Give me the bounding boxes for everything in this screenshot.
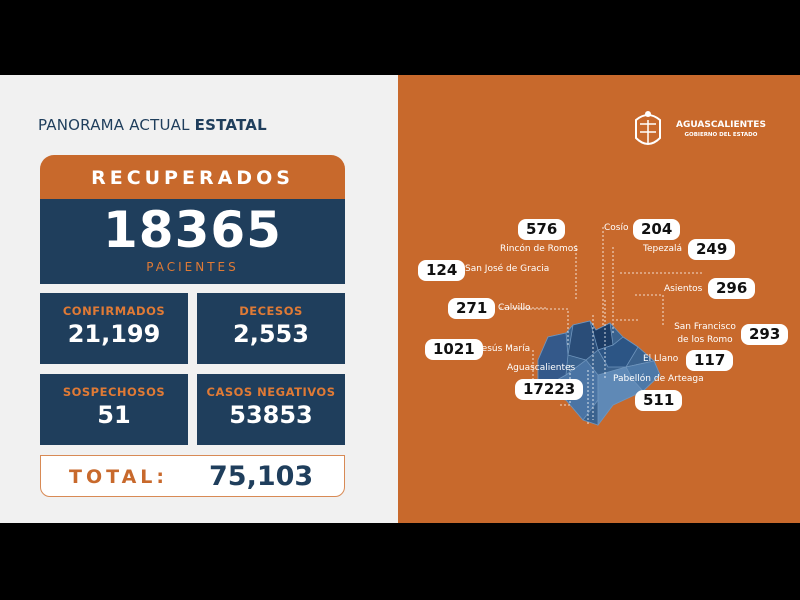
value-calvillo: 271: [448, 298, 496, 319]
value-aguascalientes: 17223: [515, 379, 584, 400]
total-box: TOTAL: 75,103: [40, 455, 345, 497]
value-san-jose-de-gracia: 124: [418, 260, 466, 281]
logo-text: AGUASCALIENTES GOBIERNO DEL ESTADO: [676, 120, 766, 138]
recuperados-label: RECUPERADOS: [40, 155, 345, 199]
value-cosio: 204: [633, 219, 681, 240]
value-asientos: 296: [708, 278, 756, 299]
value-jesus-maria: 1021: [425, 339, 483, 360]
negativos-card: CASOS NEGATIVOS 53853: [197, 374, 345, 445]
total-value: 75,103: [209, 461, 314, 492]
value-san-francisco-de-los-romo: 293: [741, 324, 789, 345]
decesos-card: DECESOS 2,553: [197, 293, 345, 364]
value-pabellon-de-arteaga: 511: [635, 390, 683, 411]
recuperados-value: 18365: [103, 201, 282, 259]
sospechosos-card: SOSPECHOSOS 51: [40, 374, 188, 445]
confirmados-card: CONFIRMADOS 21,199: [40, 293, 188, 364]
recuperados-box: 18365 PACIENTES: [40, 199, 345, 284]
total-label: TOTAL:: [69, 466, 169, 488]
value-el-llano: 117: [686, 350, 734, 371]
value-rincon-de-romos: 576: [518, 219, 566, 240]
page-title: PANORAMA ACTUAL ESTATAL: [38, 116, 267, 134]
value-tepezala: 249: [688, 239, 736, 260]
recuperados-unit: PACIENTES: [146, 260, 239, 274]
coat-of-arms-icon: [635, 111, 661, 145]
